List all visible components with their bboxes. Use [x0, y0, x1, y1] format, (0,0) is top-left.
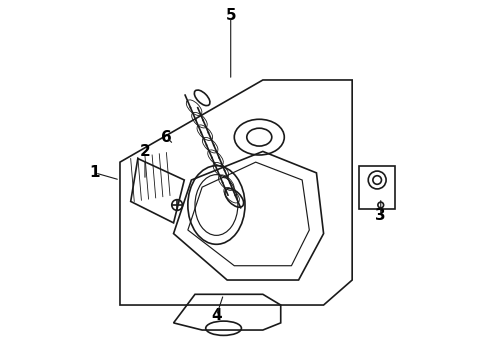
Text: 6: 6	[161, 130, 172, 145]
Text: 3: 3	[375, 208, 386, 223]
Text: 1: 1	[90, 165, 100, 180]
Text: 2: 2	[140, 144, 150, 159]
Text: 5: 5	[225, 8, 236, 23]
Text: 4: 4	[211, 308, 222, 323]
Bar	[359, 166, 395, 208]
